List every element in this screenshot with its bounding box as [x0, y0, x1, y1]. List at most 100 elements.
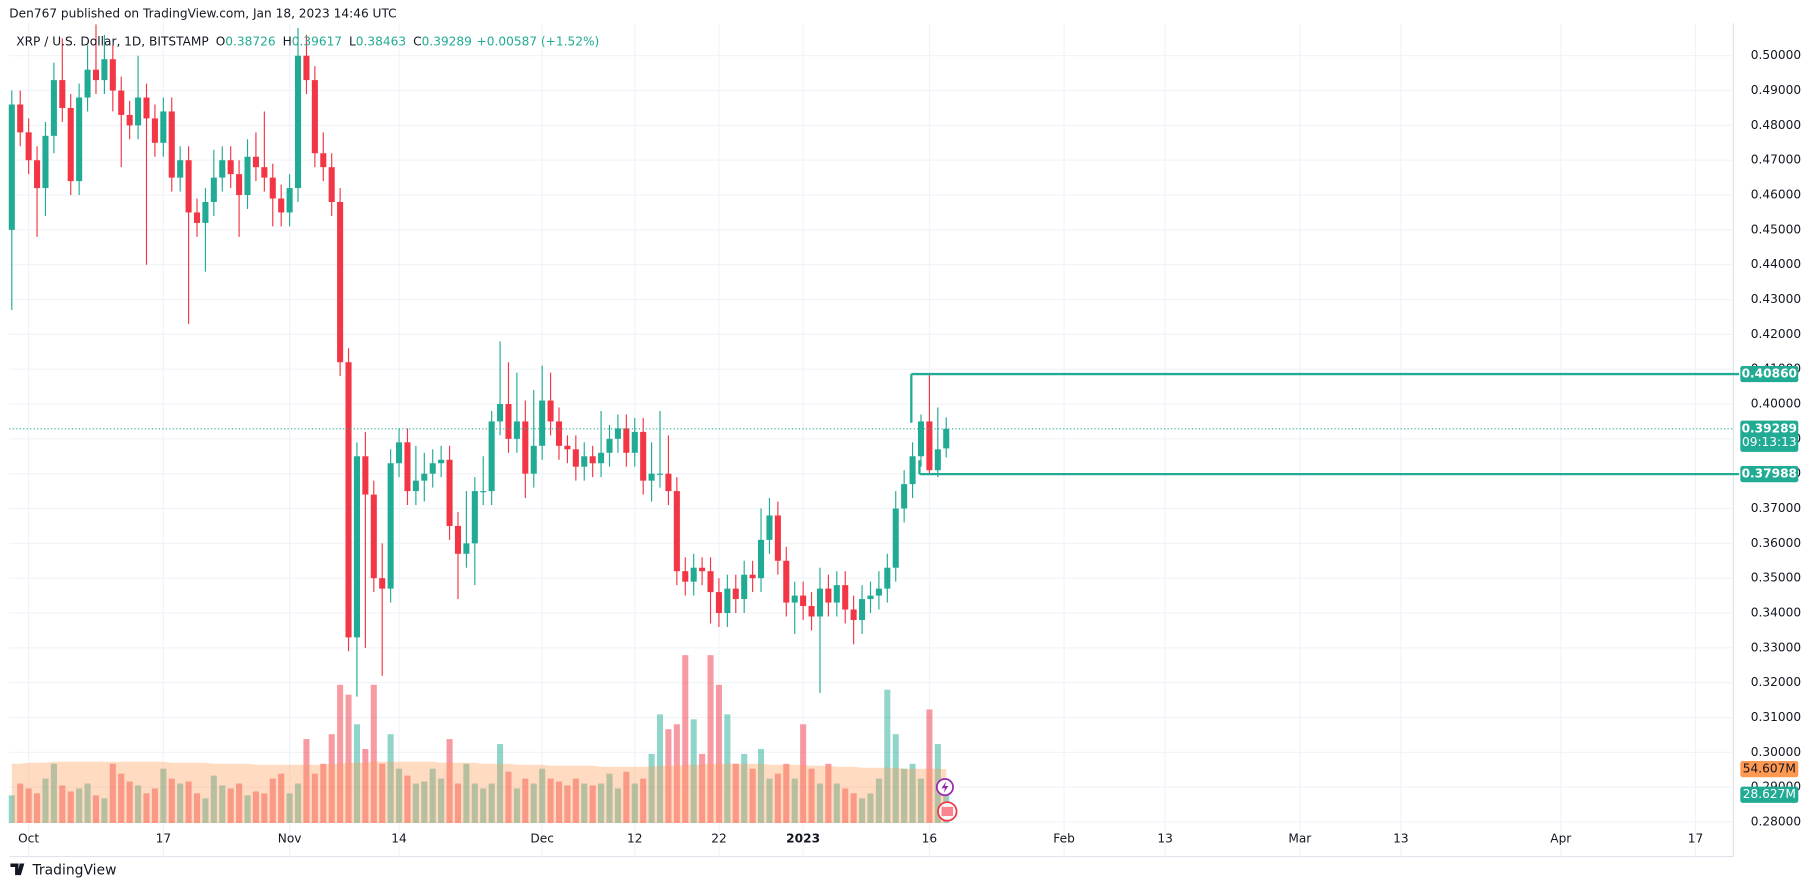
volume-layer	[8, 655, 950, 824]
volume-bar	[438, 778, 445, 824]
volume-bar	[160, 768, 167, 824]
volume-last-label: 28.627M	[1743, 787, 1796, 801]
volume-bar	[379, 763, 386, 824]
candle-body	[480, 491, 487, 493]
candle-body	[438, 459, 445, 464]
candle-body	[219, 160, 226, 178]
candle-body	[118, 90, 125, 115]
volume-bar	[303, 739, 310, 824]
volume-bar	[665, 729, 672, 824]
candle-body	[387, 463, 394, 589]
candle-body	[244, 156, 251, 196]
y-tick-label: 0.28000	[1751, 814, 1801, 828]
grid	[9, 23, 1734, 857]
x-tick-label: 17	[156, 832, 171, 846]
candle-body	[732, 588, 739, 600]
candle-body	[572, 449, 579, 467]
candle-body	[126, 114, 133, 126]
volume-bar	[34, 793, 41, 824]
volume-bar	[151, 788, 158, 824]
candle-body	[84, 69, 91, 98]
candle-body	[884, 567, 891, 589]
volume-bar	[412, 783, 419, 824]
volume-bar	[471, 783, 478, 824]
candle-body	[631, 431, 638, 453]
candle-body	[370, 494, 377, 579]
volume-bar	[396, 768, 403, 824]
volume-bar	[724, 714, 731, 824]
legend-prefix: O	[216, 34, 226, 48]
volume-bar	[859, 798, 866, 824]
x-tick-label: Oct	[18, 832, 39, 846]
volume-bar	[261, 793, 268, 824]
volume-bar	[227, 788, 234, 824]
y-tick-label: 0.40000	[1751, 397, 1801, 411]
y-tick-label: 0.46000	[1751, 188, 1801, 202]
candle-body	[160, 111, 167, 143]
candle-body	[690, 567, 697, 582]
candle-body	[109, 59, 116, 91]
candle-body	[8, 104, 15, 230]
y-tick-label: 0.37000	[1751, 501, 1801, 515]
volume-bar	[901, 768, 908, 824]
candle-body	[429, 463, 436, 474]
x-tick-label: 14	[391, 832, 407, 846]
y-tick-label: 0.49000	[1751, 83, 1801, 97]
volume-ma-box	[1740, 761, 1799, 778]
volume-bar	[92, 795, 100, 824]
legend-prefix: H	[283, 34, 292, 48]
volume-bar	[210, 775, 217, 824]
volume-bar	[614, 788, 621, 824]
y-tick-label: 0.45000	[1751, 222, 1801, 236]
legend-value: 0.39289	[422, 34, 472, 48]
candle-body	[25, 132, 32, 161]
volume-bar	[682, 655, 689, 824]
candle-body	[606, 438, 613, 453]
logo-text: TradingView	[31, 862, 116, 878]
x-tick-label: 13	[1393, 832, 1408, 846]
y-tick-label: 0.50000	[1751, 48, 1801, 62]
volume-bar	[842, 788, 849, 824]
volume-bar	[337, 684, 344, 824]
legend-change: +0.00587 (+1.52%)	[477, 34, 600, 48]
candle-body	[926, 421, 933, 471]
candle-body	[673, 491, 680, 572]
candle-body	[699, 567, 706, 572]
volume-ma-area	[11, 761, 947, 824]
candle-body	[901, 484, 908, 509]
volume-bar	[909, 763, 916, 824]
candle-body	[648, 473, 655, 481]
y-tick-label: 0.36000	[1751, 536, 1801, 550]
candle-body	[50, 80, 57, 136]
y-tick-label: 0.32000	[1751, 675, 1801, 689]
volume-bar	[505, 771, 512, 824]
x-tick-label: Mar	[1288, 832, 1311, 846]
candle-body	[774, 515, 781, 561]
volume-bar	[926, 709, 933, 824]
candle-body	[934, 449, 941, 471]
volume-bar	[539, 768, 546, 824]
volume-bar	[623, 771, 630, 824]
y-tick-label: 0.35000	[1751, 571, 1801, 585]
candle-body	[539, 400, 546, 446]
volume-bar	[50, 763, 57, 824]
candle-body	[177, 160, 184, 178]
volume-bar	[202, 798, 209, 824]
volume-bar	[311, 773, 318, 824]
candle-body	[682, 571, 689, 582]
volume-bar	[522, 778, 529, 824]
volume-bar	[454, 783, 462, 824]
volume-bar	[513, 788, 520, 824]
candle-body	[353, 456, 360, 638]
volume-bar	[707, 655, 714, 824]
x-tick-label: 22	[711, 832, 726, 846]
volume-bar	[362, 748, 369, 824]
candle-body	[396, 442, 403, 464]
candle-body	[168, 111, 175, 178]
volume-bar	[463, 763, 470, 824]
volume-bar	[236, 783, 243, 824]
volume-bar	[917, 778, 925, 824]
volume-bar	[421, 781, 428, 824]
candle-body	[311, 80, 318, 154]
candle-body	[412, 480, 419, 492]
